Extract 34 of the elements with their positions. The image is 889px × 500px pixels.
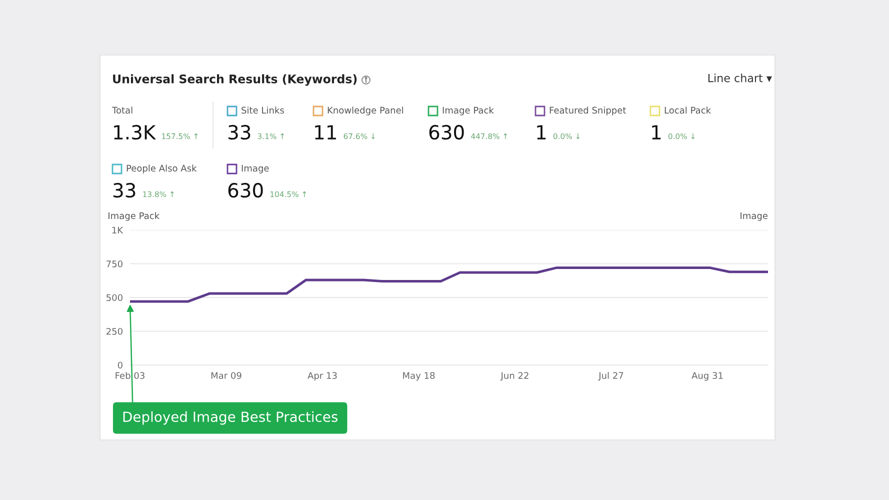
x-tick-label: Jul 27 <box>598 372 624 381</box>
category-label: People Also Ask <box>126 164 197 174</box>
text: 630 <box>429 124 464 140</box>
text: 33 <box>113 182 136 198</box>
x-tick-label: Apr 13 <box>308 372 337 381</box>
x-tick-label: Aug 31 <box>692 372 723 381</box>
annotation: Deployed Image Best Practices <box>123 411 338 425</box>
category-label: Site Links <box>242 106 284 114</box>
category-label: Local Pack <box>664 106 712 114</box>
category-label: Image <box>242 164 269 174</box>
x-tick-label: Jun 22 <box>500 372 528 381</box>
text: Image <box>740 212 768 221</box>
y-tick-label: 1K <box>112 226 124 234</box>
x-tick-label: Mar 09 <box>211 372 242 379</box>
text: Line chart ▾ <box>708 74 772 82</box>
category-label: Total <box>112 106 132 114</box>
category-label: Knowledge Panel <box>328 106 404 116</box>
text: 1.3K <box>114 124 156 140</box>
y-tick-label: 250 <box>106 328 122 335</box>
x-tick-label: May 18 <box>403 372 435 381</box>
text: 1 <box>537 125 546 140</box>
y-axis-title: Image Pack <box>108 212 160 221</box>
text: Universal Search Results (Keywords) <box>113 74 357 86</box>
x-tick-label: Feb 03 <box>116 372 144 379</box>
y-tick-label: 0 <box>118 362 122 369</box>
y-tick-label: 500 <box>106 294 122 302</box>
text: 33 <box>228 124 250 140</box>
line-series <box>130 266 768 303</box>
text: 11 <box>315 125 336 140</box>
y-tick-label: 750 <box>106 260 122 268</box>
text: 1 <box>652 125 661 140</box>
category-label: Image Pack <box>442 106 494 116</box>
text: 630 <box>228 182 263 198</box>
category-label: Featured Snippet <box>550 106 626 116</box>
